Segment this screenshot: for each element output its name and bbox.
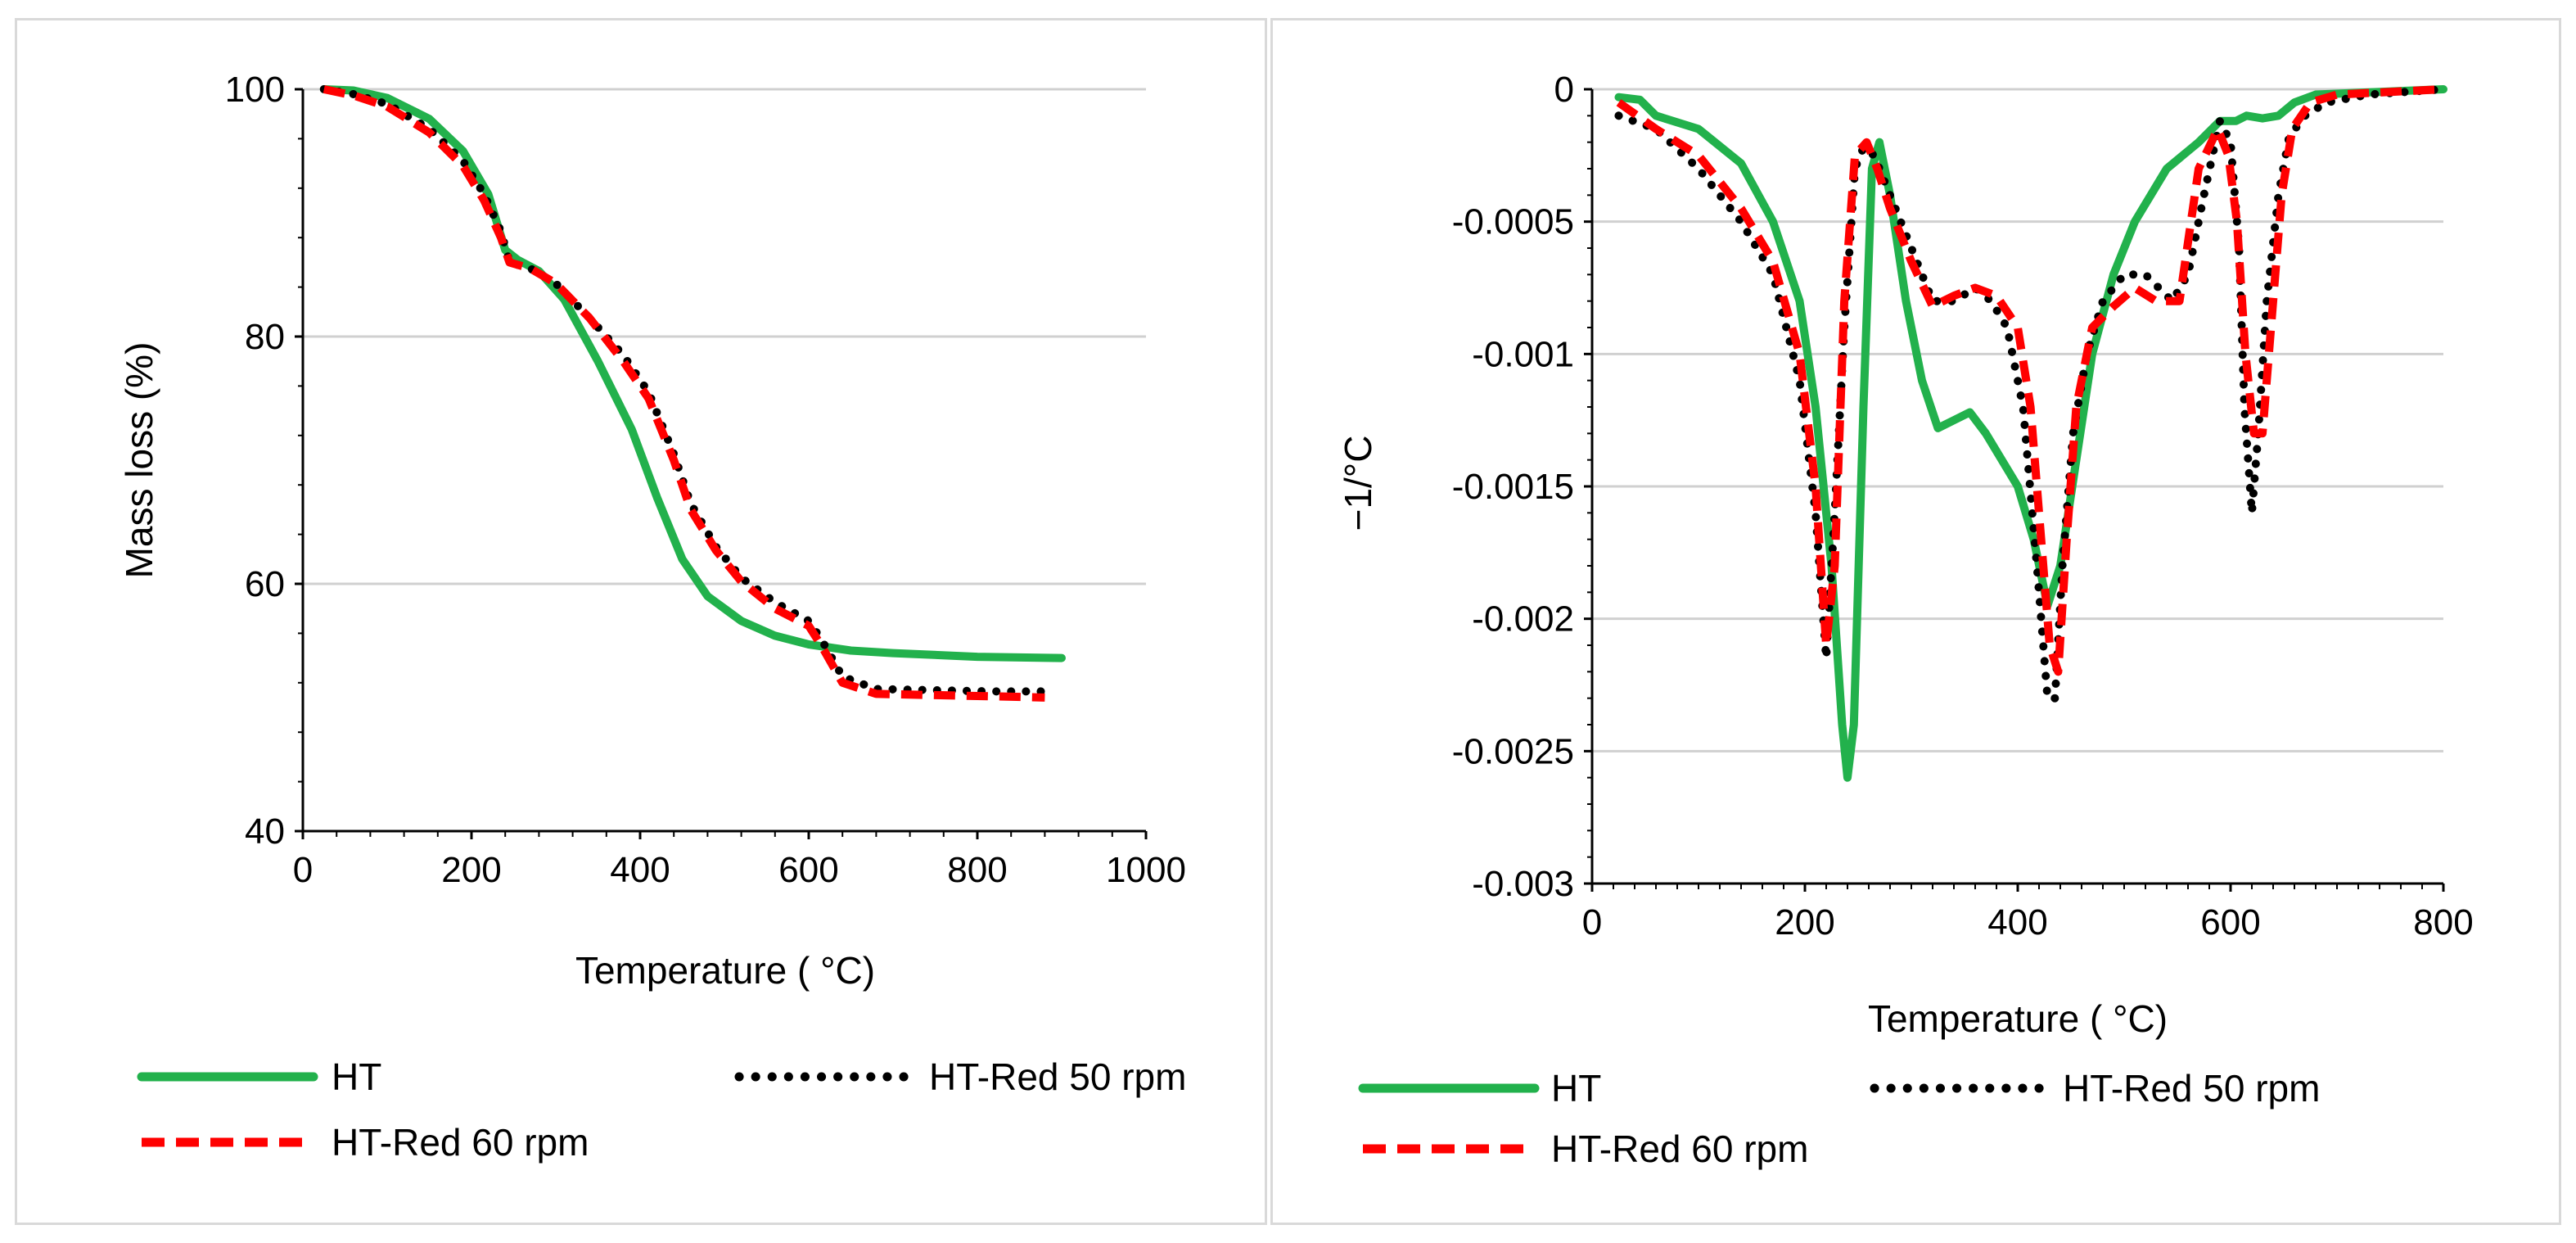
x-tick-label: 200 [1775, 902, 1834, 942]
series-line-ht [319, 85, 1066, 662]
y-tick-label: 100 [225, 70, 285, 110]
legend: HT HT-Red 50 rpm HT-Red 60 rpm [137, 1055, 1186, 1164]
y-tick-label: -0.002 [1472, 599, 1574, 640]
tick-labels: 0 -0.0005 -0.001 -0.0015 -0.002 -0.0025 -0.003… [1452, 70, 2474, 942]
x-tick-label: 400 [1987, 902, 2047, 942]
x-tick-label: 0 [1582, 902, 1602, 942]
x-tick-label: 600 [2200, 902, 2260, 942]
y-axis-label: −1/°C [1337, 436, 1379, 531]
y-tick-label: -0.001 [1472, 334, 1574, 374]
series-line-ht [1614, 85, 2447, 782]
y-tick-label: 60 [245, 564, 285, 604]
legend-label-ht-red-60: HT-Red 60 rpm [332, 1121, 589, 1164]
y-tick-label: -0.0015 [1452, 467, 1574, 507]
legend-label-ht: HT [332, 1055, 381, 1098]
series-line-ht-red-50-rpm [319, 85, 1049, 696]
axes [1584, 88, 2445, 892]
y-tick-label: -0.0025 [1452, 731, 1574, 771]
axes [295, 88, 1148, 839]
x-tick-label: 1000 [1106, 850, 1186, 890]
y-axis-label: Mass loss (%) [118, 342, 160, 579]
x-axis-label: Temperature ( °C) [1868, 997, 2168, 1040]
y-tick-label: -0.003 [1472, 864, 1574, 904]
y-tick-label: 40 [245, 811, 285, 852]
dtg-chart: 0 -0.0005 -0.001 -0.0015 -0.002 -0.0025 -0.003… [1337, 70, 2474, 1170]
data-series [1614, 85, 2447, 782]
legend-label-ht-red-50: HT-Red 50 rpm [2063, 1067, 2320, 1110]
data-series [319, 85, 1066, 702]
grid-lines [303, 88, 1146, 585]
x-tick-label: 600 [778, 850, 838, 890]
x-tick-label: 800 [2413, 902, 2473, 942]
legend-label-ht-red-50: HT-Red 50 rpm [929, 1055, 1186, 1098]
series-line-ht-red-60-rpm [323, 85, 1045, 702]
chart-panel-dtg: 0 -0.0005 -0.001 -0.0015 -0.002 -0.0025 -0.003… [1270, 18, 2561, 1225]
legend-label-ht-red-60: HT-Red 60 rpm [1551, 1128, 1808, 1170]
y-tick-label: 0 [1554, 70, 1574, 110]
x-axis-label: Temperature ( °C) [575, 949, 875, 992]
legend: HT HT-Red 50 rpm HT-Red 60 rpm [1358, 1067, 2320, 1170]
x-tick-label: 400 [610, 850, 670, 890]
x-tick-label: 0 [293, 850, 313, 890]
chart-panel-mass-loss: 40 60 80 100 0 200 400 600 800 1000 Temperature (… [15, 18, 1267, 1225]
legend-label-ht: HT [1551, 1067, 1601, 1110]
y-tick-label: -0.0005 [1452, 202, 1574, 242]
x-tick-label: 800 [947, 850, 1007, 890]
grid-lines [1592, 88, 2443, 753]
series-line-ht-red-50-rpm [1614, 85, 2447, 703]
y-tick-label: 80 [245, 317, 285, 357]
x-tick-label: 200 [441, 850, 501, 890]
series-line-ht-red-60-rpm [1616, 85, 2444, 676]
